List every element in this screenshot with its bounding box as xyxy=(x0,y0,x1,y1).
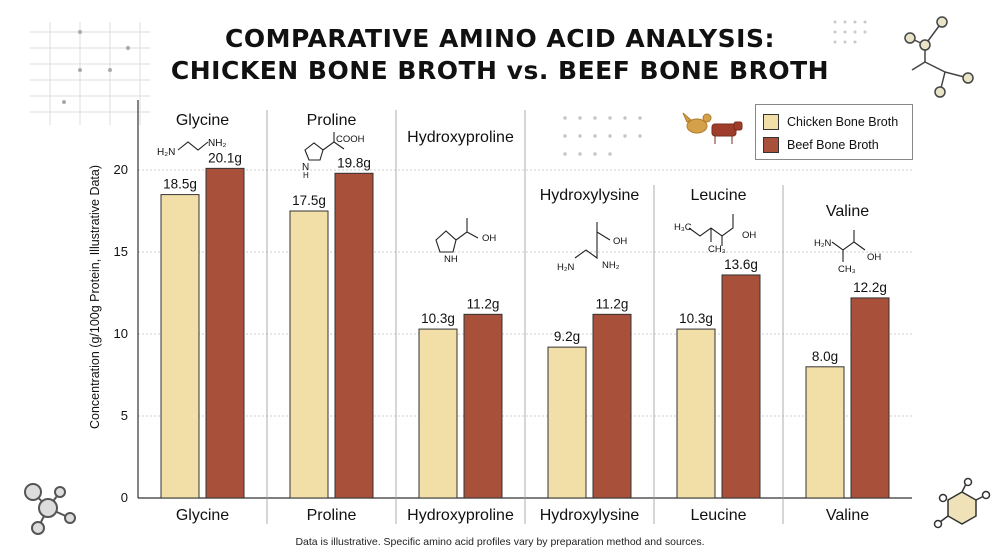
legend-label-chicken: Chicken Bone Broth xyxy=(787,114,899,129)
structure-atom-label: H₃C xyxy=(674,222,692,233)
structure-atom-label: CH₃ xyxy=(708,244,726,255)
structure-atom-label: NH₂ xyxy=(208,138,226,149)
bar-beef xyxy=(205,167,245,499)
structure-bond xyxy=(688,214,734,246)
structure-atom-label: H₂N xyxy=(557,262,575,273)
data-label: 9.2g xyxy=(554,329,580,344)
structure-atom-label: OH xyxy=(482,233,496,244)
y-axis-label: Concentration (g/100g Protein, Illustrat… xyxy=(88,165,102,429)
category-header-label: Proline xyxy=(307,112,357,129)
bar-chicken xyxy=(547,346,587,499)
data-label: 17.5g xyxy=(292,193,326,208)
x-tick-label: Leucine xyxy=(690,507,746,524)
x-tick-label: Hydroxyproline xyxy=(407,507,514,524)
chart-title-line-1: COMPARATIVE AMINO ACID ANALYSIS: xyxy=(225,24,775,53)
molecule-icon-top-right xyxy=(904,16,974,98)
molecule-icon-bottom-right xyxy=(933,477,991,529)
data-label: 12.2g xyxy=(853,280,887,295)
structure-atom-label: CH₃ xyxy=(838,264,856,275)
bar-beef xyxy=(463,313,503,499)
data-label: 18.5g xyxy=(163,177,197,192)
legend-swatch-chicken xyxy=(763,113,779,130)
structure-atom-label: H₂N xyxy=(814,238,832,249)
bar-beef xyxy=(592,313,632,499)
bar-chicken xyxy=(289,210,329,499)
structure-bond xyxy=(831,230,866,262)
structure-bond xyxy=(574,222,611,260)
x-tick-label: Glycine xyxy=(176,507,229,524)
structure-atom-label: OH xyxy=(742,230,756,241)
data-label: 10.3g xyxy=(421,311,455,326)
legend-swatch-beef xyxy=(763,136,779,153)
grid-decoration-top-left xyxy=(30,22,150,125)
x-tick-label: Proline xyxy=(307,507,357,524)
bar-beef xyxy=(334,172,374,499)
dots-decoration-top-left xyxy=(62,30,130,104)
structure-bond xyxy=(177,141,209,151)
data-label: 11.2g xyxy=(467,296,500,311)
y-tick-label: 0 xyxy=(121,490,128,505)
category-header-label: Leucine xyxy=(690,187,746,204)
bar-chicken xyxy=(676,328,716,499)
chicken-icon xyxy=(682,112,712,134)
structure-atom-label: OH xyxy=(613,236,627,247)
bar-chicken xyxy=(160,194,200,499)
data-label: 10.3g xyxy=(679,311,713,326)
chart-labels: 0 5 10 15 20 Glycine Glycine 18.5g 20.1g Proline P… xyxy=(114,112,887,524)
structure-atom-label: OH xyxy=(867,252,881,263)
structure-atom-label: COOH xyxy=(336,134,365,145)
category-header-label: Glycine xyxy=(176,112,229,129)
legend-item-beef: Beef Bone Broth xyxy=(763,133,912,156)
legend: Chicken Bone Broth Beef Bone Broth xyxy=(755,104,913,160)
chemical-structures: H₂N NH₂ COOH NH OH NH OH H₂N NH₂ H₃C CH₃ OH H₂N OH CH₃ xyxy=(157,132,881,275)
y-tick-label: 20 xyxy=(114,162,128,177)
y-tick-label: 10 xyxy=(114,326,128,341)
structure-atom-label: N xyxy=(302,162,309,173)
category-separators xyxy=(266,110,784,524)
data-label: 19.8g xyxy=(337,155,371,170)
structure-atom-label: H xyxy=(303,171,309,180)
cow-icon xyxy=(711,121,743,144)
data-label: 13.6g xyxy=(724,257,758,272)
legend-item-chicken: Chicken Bone Broth xyxy=(763,110,912,133)
chart-title-line-2: CHICKEN BONE BROTH vs. BEEF BONE BROTH xyxy=(170,56,830,85)
category-header-label: Hydroxyproline xyxy=(407,129,514,146)
bar-beef xyxy=(850,297,890,499)
x-tick-label: Valine xyxy=(826,507,869,524)
bars xyxy=(160,167,890,499)
category-header-label: Hydroxylysine xyxy=(540,187,640,204)
structure-bond xyxy=(304,132,345,161)
data-label: 20.1g xyxy=(208,150,242,165)
y-tick-label: 15 xyxy=(114,244,128,259)
legend-label-beef: Beef Bone Broth xyxy=(787,137,879,152)
data-label: 8.0g xyxy=(812,349,838,364)
structure-bond xyxy=(435,218,479,253)
data-label: 11.2g xyxy=(596,296,629,311)
structure-atom-label: H₂N xyxy=(157,147,175,158)
bar-chicken xyxy=(418,328,458,499)
structure-atom-label: NH₂ xyxy=(602,260,620,271)
y-tick-label: 5 xyxy=(121,408,128,423)
bar-chicken xyxy=(805,366,845,499)
dots-decoration-top-right xyxy=(833,20,867,44)
bar-beef xyxy=(721,274,761,499)
molecule-icon-bottom-left xyxy=(24,483,76,535)
footnote: Data is illustrative. Specific amino aci… xyxy=(295,536,705,548)
category-header-label: Valine xyxy=(826,203,869,220)
structure-atom-label: NH xyxy=(444,254,458,265)
dots-decoration-middle xyxy=(563,116,642,156)
x-tick-label: Hydroxylysine xyxy=(540,507,640,524)
